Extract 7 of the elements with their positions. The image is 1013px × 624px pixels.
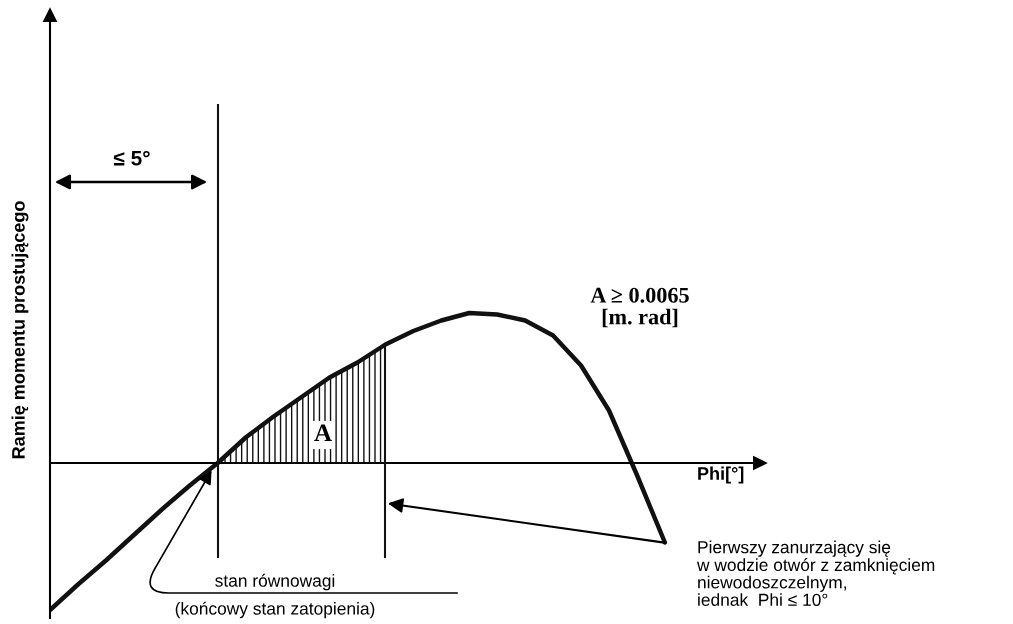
annotation: A ≥ 0.0065 [m. rad]: [590, 287, 689, 328]
annotation: stan równowagi (końcowy stan zatopienia): [175, 573, 375, 619]
x-axis-title: Phi[°]: [698, 466, 744, 484]
annotation: A: [314, 424, 332, 442]
y-axis-title: Ramię momentu prostującego: [11, 201, 29, 459]
text: ≤ 5°: [113, 150, 150, 166]
text: Pierwszy zanurzający się w wodzie otwór z zamknięciem niewodoszczelnym, iednak Phi ≤ 10°: [696, 540, 935, 606]
